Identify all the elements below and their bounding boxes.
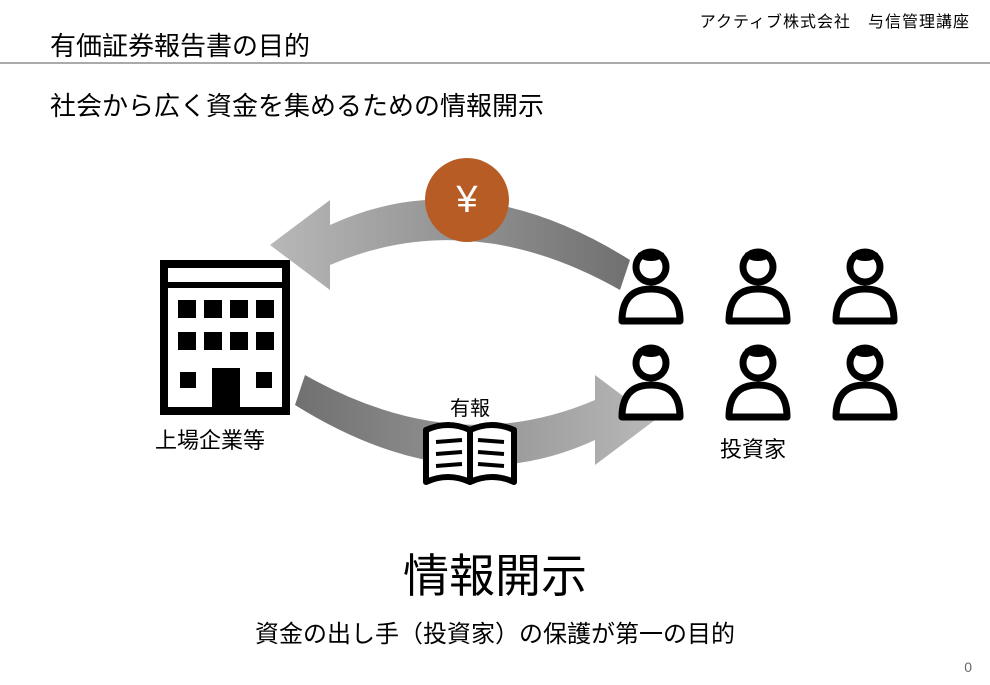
big-disclosure-label: 情報開示	[0, 540, 990, 606]
building-icon	[160, 260, 290, 415]
subtitle: 社会から広く資金を集めるための情報開示	[50, 86, 544, 123]
investor-icon	[824, 341, 919, 431]
person-icon	[824, 341, 906, 423]
investors-group	[610, 245, 919, 431]
book-label: 有報	[450, 392, 490, 421]
investor-icon	[610, 341, 705, 431]
page-title: 有価証券報告書の目的	[50, 26, 310, 63]
person-icon	[717, 341, 799, 423]
book-icon	[420, 420, 520, 490]
yen-symbol: ¥	[456, 179, 477, 222]
investor-icon	[717, 245, 812, 335]
diagram-area: ¥ 上場企業等 投資家 有報	[0, 150, 990, 520]
investor-icon	[824, 245, 919, 335]
person-icon	[824, 245, 906, 327]
person-icon	[610, 245, 692, 327]
person-icon	[717, 245, 799, 327]
investor-icon	[717, 341, 812, 431]
investors-label: 投資家	[720, 432, 786, 464]
yen-badge: ¥	[425, 158, 509, 242]
person-icon	[610, 341, 692, 423]
header-right-text: アクティブ株式会社 与信管理講座	[700, 8, 970, 32]
bottom-summary-text: 資金の出し手（投資家）の保護が第一の目的	[0, 614, 990, 649]
investor-icon	[610, 245, 705, 335]
page-number: 0	[964, 659, 972, 675]
building-label: 上場企業等	[155, 423, 265, 455]
title-underline	[0, 62, 990, 64]
